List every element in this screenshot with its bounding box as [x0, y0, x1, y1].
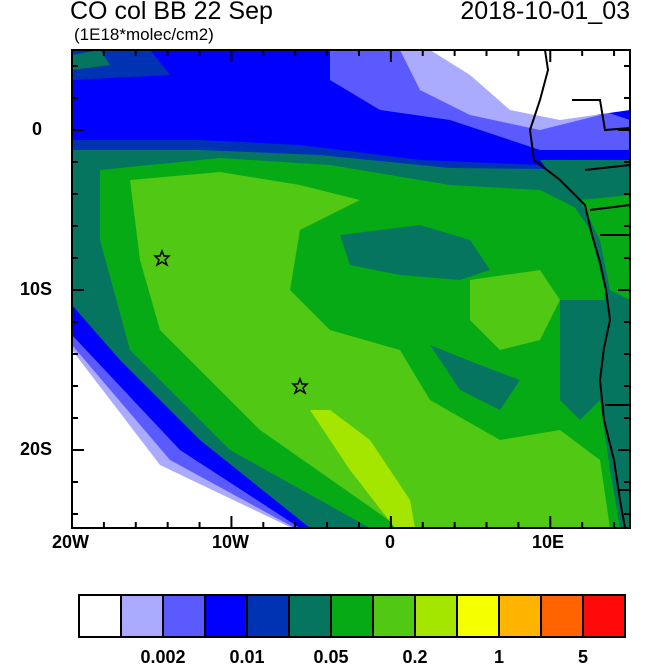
y-tick-label: 20S	[20, 439, 53, 459]
x-tick-label: 20W	[52, 532, 90, 552]
y-tick-label: 0	[32, 119, 43, 139]
colorbar-label: 0.2	[402, 647, 428, 667]
colorbar-swatch	[540, 594, 584, 638]
colorbar	[78, 594, 626, 638]
colorbar-swatch	[120, 594, 164, 638]
colorbar-swatch	[330, 594, 374, 638]
colorbar-swatch	[456, 594, 500, 638]
colorbar-swatch	[246, 594, 290, 638]
colorbar-swatch	[204, 594, 248, 638]
co-field	[72, 50, 630, 528]
y-tick-label: 10S	[20, 279, 53, 299]
coastline	[528, 49, 631, 529]
x-tick-label: 10E	[532, 532, 565, 552]
axis-ticks	[71, 50, 630, 528]
colorbar-swatch	[78, 594, 122, 638]
colorbar-swatch	[372, 594, 416, 638]
star-marker	[291, 376, 309, 395]
colorbar-label: 0.002	[140, 647, 186, 667]
colorbar-swatch	[498, 594, 542, 638]
colorbar-label: 1	[493, 647, 505, 667]
colorbar-label: 5	[577, 647, 589, 667]
star-marker	[153, 248, 171, 267]
x-tick-label: 10W	[212, 532, 250, 552]
colorbar-swatch	[414, 594, 458, 638]
colorbar-swatch	[582, 594, 626, 638]
timestamp: 2018-10-01_03	[460, 0, 630, 25]
star-markers	[153, 248, 309, 395]
colorbar-label: 0.05	[313, 647, 349, 667]
units-label: (1E18*molec/cm2)	[74, 25, 214, 44]
colorbar-swatch	[288, 594, 332, 638]
colorbar-swatch	[162, 594, 206, 638]
plot-title: CO col BB 22 Sep	[70, 0, 273, 25]
colorbar-label: 0.01	[229, 647, 265, 667]
x-tick-label: 0	[385, 532, 396, 552]
